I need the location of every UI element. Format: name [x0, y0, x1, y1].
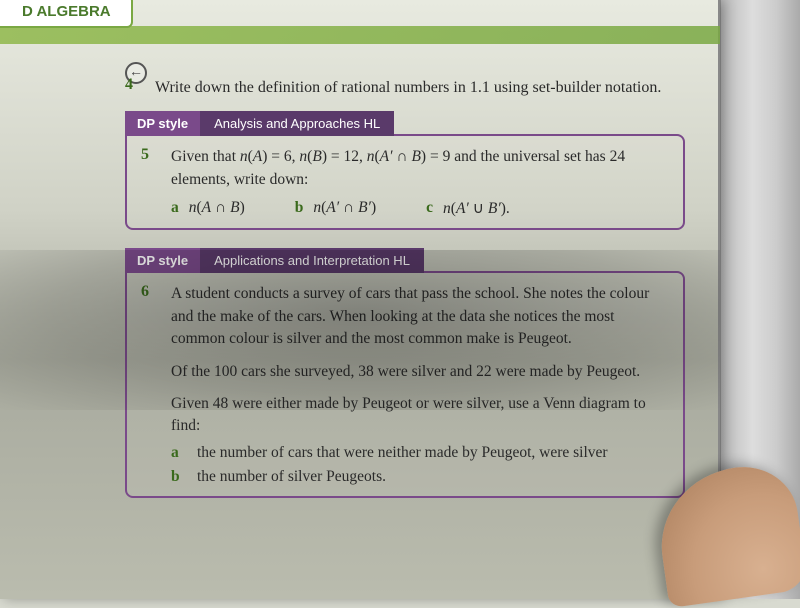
tab2-right: Applications and Interpretation HL	[200, 248, 424, 273]
q5b-expr: n(A′ ∩ B′)	[313, 199, 376, 218]
question-5: 5 Given that n(A) = 6, n(B) = 12, n(A′ ∩…	[141, 146, 669, 191]
chapter-title: D ALGEBRA	[22, 3, 111, 20]
q6a-text: the number of cars that were neither mad…	[197, 444, 608, 462]
dp-style-tab-1: DP style Analysis and Approaches HL	[125, 111, 685, 136]
q5c-letter: c	[426, 199, 433, 218]
q5a-expr: n(A ∩ B)	[189, 199, 245, 218]
q6b-text: the number of silver Peugeots.	[197, 468, 386, 486]
question-6: 6 A student conducts a survey of cars th…	[141, 283, 669, 438]
q5b-letter: b	[295, 199, 304, 218]
q5c-expr: n(A′ ∪ B′).	[443, 199, 510, 218]
q6a-letter: a	[171, 444, 185, 462]
question-4: 4 Write down the definition of rational …	[125, 76, 685, 99]
q5-intro: Given that n(A) = 6, n(B) = 12, n(A′ ∩ B…	[171, 146, 669, 191]
q5-parts: a n(A ∩ B) b n(A′ ∩ B′) c n(A′ ∪ B′).	[171, 199, 669, 218]
textbook-page: D ALGEBRA ← 4 Write down the definition …	[0, 0, 720, 599]
question-6-box: 6 A student conducts a survey of cars th…	[125, 271, 685, 498]
q6-part-b: b the number of silver Peugeots.	[171, 468, 669, 486]
q6-p2: Of the 100 cars she surveyed, 38 were si…	[171, 361, 669, 383]
q4-text: Write down the definition of rational nu…	[155, 76, 661, 99]
q4-number: 4	[125, 76, 155, 99]
q5-part-a: a n(A ∩ B)	[171, 199, 245, 218]
tab1-left: DP style	[125, 111, 200, 136]
chapter-tab: D ALGEBRA	[0, 0, 133, 28]
q6-part-a: a the number of cars that were neither m…	[171, 444, 669, 462]
q5a-letter: a	[171, 199, 179, 218]
q6-p3: Given 48 were either made by Peugeot or …	[171, 393, 669, 438]
q6-p1: A student conducts a survey of cars that…	[171, 283, 669, 350]
tab1-right: Analysis and Approaches HL	[200, 111, 394, 136]
q5-part-b: b n(A′ ∩ B′)	[295, 199, 376, 218]
q6-number: 6	[141, 283, 171, 438]
header-band	[0, 26, 720, 44]
q5-part-c: c n(A′ ∪ B′).	[426, 199, 510, 218]
dp-style-tab-2: DP style Applications and Interpretation…	[125, 248, 685, 273]
q6-body: A student conducts a survey of cars that…	[171, 283, 669, 438]
question-5-box: 5 Given that n(A) = 6, n(B) = 12, n(A′ ∩…	[125, 134, 685, 230]
q6b-letter: b	[171, 468, 185, 486]
page-content: 4 Write down the definition of rational …	[125, 76, 685, 498]
tab2-left: DP style	[125, 248, 200, 273]
q5-number: 5	[141, 146, 171, 191]
